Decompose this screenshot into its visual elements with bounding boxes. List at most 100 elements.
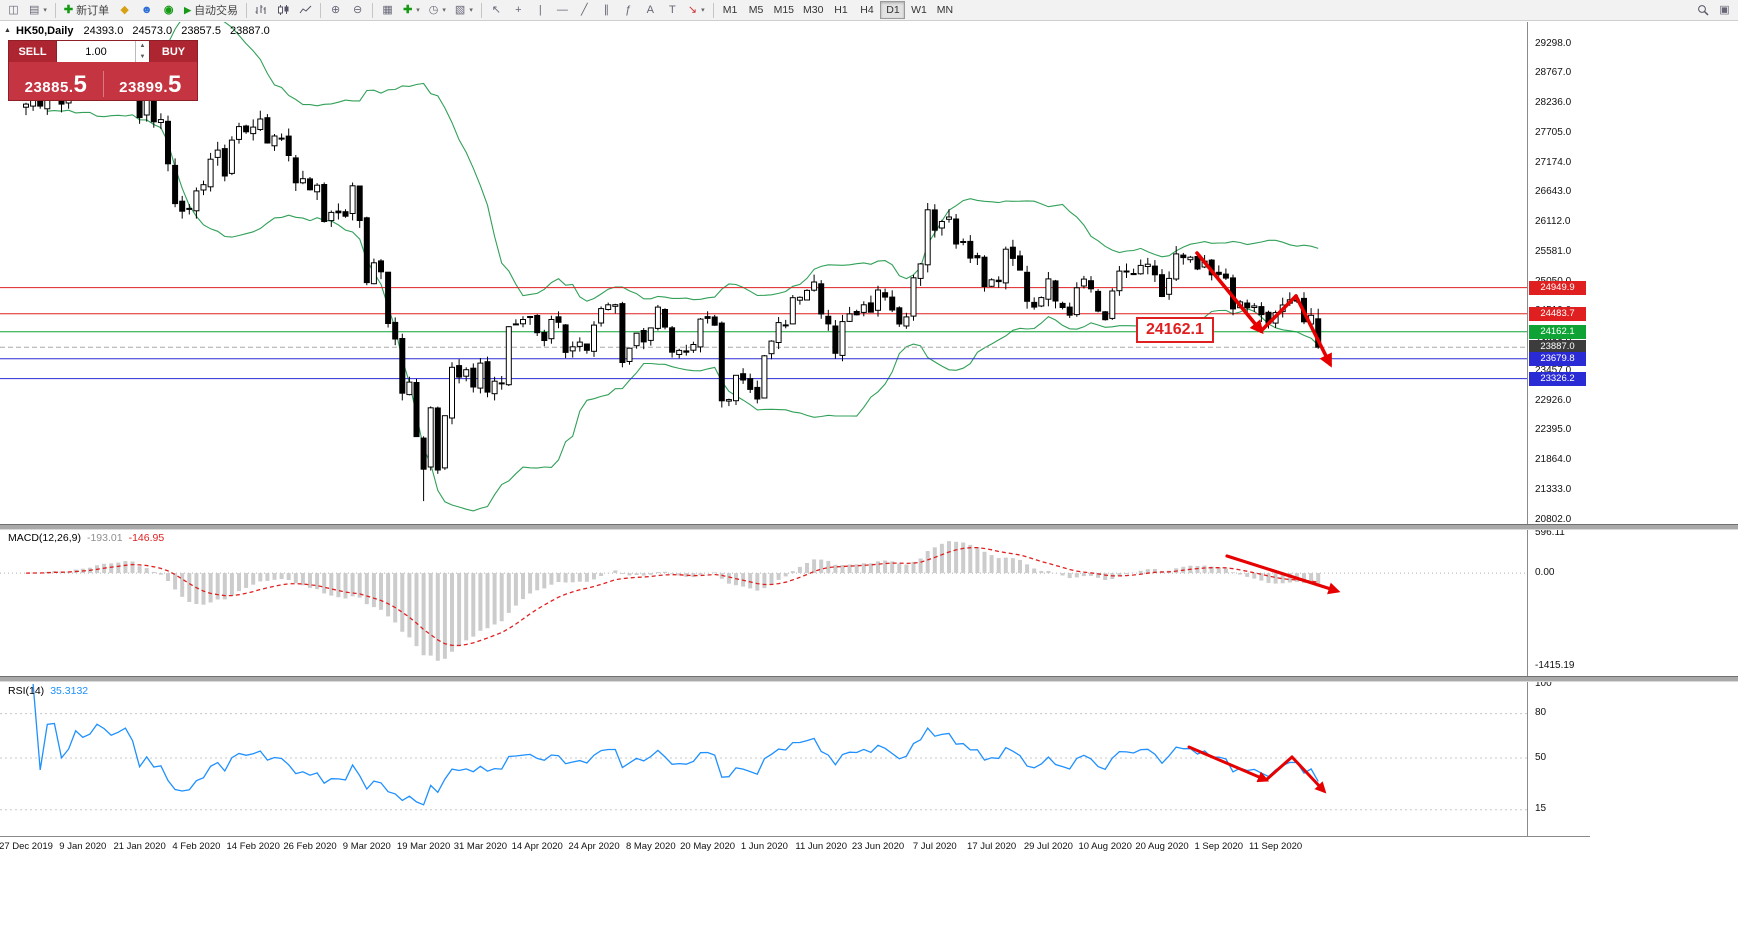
- channel-button[interactable]: ∥: [596, 1, 617, 19]
- new-chart-icon: ◫: [8, 3, 19, 16]
- templates-button[interactable]: ▧ ▾: [451, 1, 477, 19]
- scale-label: 26643.0: [1534, 186, 1573, 198]
- pane-separator[interactable]: [0, 676, 1738, 682]
- autotrading-label: 自动交易: [194, 5, 239, 17]
- timeframe-m15-button[interactable]: M15: [770, 1, 798, 19]
- volume-up-icon[interactable]: ▲: [139, 43, 146, 50]
- periods-button[interactable]: ◷ ▾: [425, 1, 450, 19]
- timeframe-mn-button[interactable]: MN: [932, 1, 957, 19]
- crosshair-button[interactable]: +: [508, 1, 529, 19]
- quote-open: 24393.0: [83, 25, 124, 37]
- timeframe-h1-button[interactable]: H1: [828, 1, 853, 19]
- date-label: 23 Jun 2020: [851, 841, 905, 852]
- periods-clock-icon: ◷: [428, 3, 439, 16]
- pane-separator[interactable]: [0, 524, 1738, 530]
- bar-chart-icon: [255, 5, 266, 14]
- timeframe-h4-button[interactable]: H4: [854, 1, 879, 19]
- candlestick-chart-button[interactable]: [273, 1, 294, 19]
- main-chart-canvas[interactable]: [0, 22, 1527, 524]
- text-button[interactable]: A: [640, 1, 661, 19]
- cursor-icon: ↖: [491, 3, 501, 16]
- price-badge: 23887.0: [1529, 340, 1586, 355]
- tile-windows-button[interactable]: ▦: [377, 1, 398, 19]
- date-label: 9 Mar 2020: [342, 841, 391, 852]
- profiles-button[interactable]: ▤ ▾: [25, 1, 51, 19]
- volume-down-icon[interactable]: ▼: [139, 53, 146, 60]
- line-chart-button[interactable]: [295, 1, 316, 19]
- toolbar-separator: [712, 2, 714, 18]
- rsi-title: RSI(14): [8, 685, 45, 697]
- indicators-button[interactable]: ✚ ▾: [399, 1, 424, 19]
- timeframe-m30-button[interactable]: M30: [799, 1, 827, 19]
- scale-label: 23457.0: [1534, 364, 1573, 376]
- chevron-down-icon: ▾: [442, 7, 446, 14]
- quote-close: 23887.0: [230, 25, 270, 37]
- quote-line: HK50,Daily 24393.0 24573.0 23857.5 23887…: [16, 25, 276, 37]
- pane-collapse-icon[interactable]: ▲: [4, 27, 11, 34]
- timeframe-label: M1: [722, 4, 738, 16]
- new-chart-button[interactable]: ◫: [3, 1, 24, 19]
- toolbar-separator: [372, 2, 374, 18]
- volume-stepper: ▲ ▼: [135, 41, 149, 62]
- date-axis[interactable]: 27 Dec 2019 9 Jan 2020 21 Jan 2020 4 Feb 20…: [0, 836, 1590, 859]
- community-icon: ☻: [140, 3, 153, 16]
- price-badge: 23326.2: [1529, 371, 1586, 386]
- community-button[interactable]: ☻: [136, 1, 157, 19]
- cursor-button[interactable]: ↖: [486, 1, 507, 19]
- scale-label: 21333.0: [1534, 483, 1573, 495]
- date-label: 29 Jul 2020: [1023, 841, 1073, 852]
- macd-main-value: -193.01: [86, 532, 123, 544]
- horizontal-line-button[interactable]: —: [552, 1, 573, 19]
- toolbar: ◫ ▤ ▾ ✚ 新订单 ◆ ☻ ◉ ▶ 自动交易 ⊕ ⊖ ▦ ✚ ▾ ◷ ▾ ▧ ▾ ↖ +…: [0, 0, 1738, 21]
- zoom-in-button[interactable]: ⊕: [325, 1, 346, 19]
- date-label: 4 Feb 2020: [172, 841, 221, 852]
- macd-pane-canvas[interactable]: [0, 530, 1527, 674]
- timeframe-label: H4: [860, 4, 874, 16]
- toolbar-separator: [246, 2, 248, 18]
- timeframe-d1-button[interactable]: D1: [880, 1, 906, 19]
- price-scale[interactable]: 29298.0 28767.0 28236.0 27705.0 27174.0 26643…: [1527, 22, 1598, 836]
- toolbar-separator: [320, 2, 322, 18]
- vertical-line-button[interactable]: |: [530, 1, 551, 19]
- scale-label: 0.00: [1534, 566, 1556, 578]
- metaeditor-button[interactable]: ◆: [114, 1, 135, 19]
- candlestick-chart-icon: [278, 5, 289, 15]
- date-label: 1 Jun 2020: [740, 841, 788, 852]
- scale-label: 20802.0: [1534, 513, 1573, 525]
- toolbar-separator: [54, 2, 56, 18]
- panels-button[interactable]: ▣: [1714, 1, 1735, 19]
- price-divider: [102, 71, 104, 97]
- timeframe-label: H1: [834, 4, 848, 16]
- label-button[interactable]: T: [662, 1, 683, 19]
- arrows-button[interactable]: ↘ ▾: [684, 1, 709, 19]
- buy-button[interactable]: BUY: [150, 41, 197, 62]
- date-label: 14 Apr 2020: [511, 841, 563, 852]
- search-button[interactable]: [1692, 1, 1713, 19]
- panels-icon: ▣: [1719, 3, 1730, 16]
- bar-chart-button[interactable]: [251, 1, 272, 19]
- label-icon: T: [668, 3, 676, 16]
- scale-label: 80: [1534, 707, 1548, 719]
- quote-high: 24573.0: [132, 25, 173, 37]
- sell-button[interactable]: SELL: [9, 41, 56, 62]
- zoom-out-button[interactable]: ⊖: [347, 1, 368, 19]
- rsi-pane-canvas[interactable]: [0, 682, 1527, 836]
- scale-label: 21864.0: [1534, 454, 1573, 465]
- trendline-button[interactable]: ╱: [574, 1, 595, 19]
- timeframe-m5-button[interactable]: M5: [744, 1, 769, 19]
- sell-price-main: 23885.: [24, 79, 74, 96]
- timeframe-m1-button[interactable]: M1: [718, 1, 743, 19]
- date-label: 10 Aug 2020: [1078, 841, 1132, 852]
- timeframe-w1-button[interactable]: W1: [906, 1, 931, 19]
- timeframe-label: D1: [886, 4, 900, 16]
- volume-field[interactable]: 1.00 ▲ ▼: [56, 41, 150, 62]
- mql5-button[interactable]: ◉: [158, 1, 179, 19]
- autotrading-button[interactable]: ▶ 自动交易: [180, 1, 242, 19]
- autotrading-play-icon: ▶: [184, 4, 192, 15]
- vertical-line-icon: |: [538, 3, 542, 16]
- date-label: 21 Jan 2020: [113, 841, 166, 852]
- one-click-trading-panel: SELL 1.00 ▲ ▼ BUY 23885. 5 23899. 5: [8, 40, 198, 101]
- fibonacci-button[interactable]: ƒ: [618, 1, 639, 19]
- new-order-button[interactable]: ✚ 新订单: [60, 1, 113, 19]
- date-label: 7 Jul 2020: [912, 841, 957, 852]
